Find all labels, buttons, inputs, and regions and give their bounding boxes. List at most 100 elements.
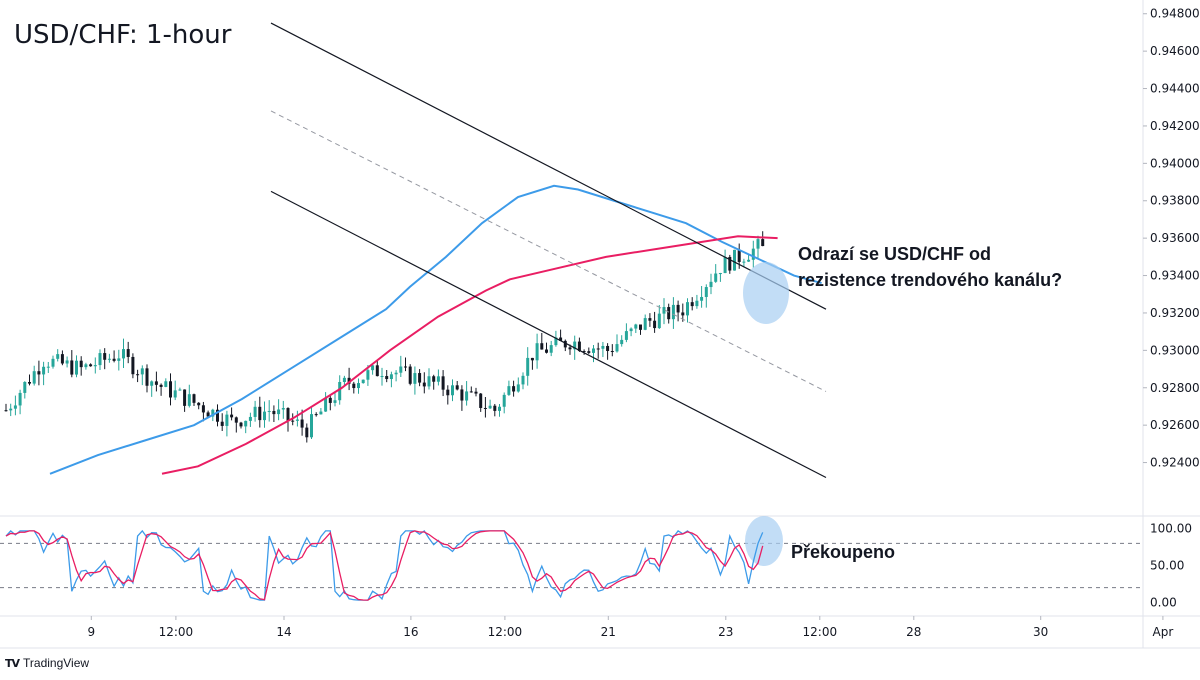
candle-body [657, 313, 661, 329]
candle-body [507, 386, 511, 395]
candle-body [413, 373, 417, 384]
candle-body [432, 376, 436, 382]
candle-body [714, 273, 718, 282]
candle-body [592, 348, 595, 353]
candle-body [676, 304, 680, 313]
candle-body [253, 406, 257, 417]
time-tick-label: 23 [718, 625, 733, 639]
candle-body [742, 261, 746, 263]
candle-body [563, 340, 567, 348]
channel-mid-line [270, 110, 827, 392]
candle-body [615, 344, 619, 352]
candle-body [639, 324, 642, 330]
candle-body [573, 341, 577, 350]
price-pane [4, 22, 827, 479]
candle-body [465, 391, 469, 401]
candle-body [28, 382, 31, 384]
candle-body [451, 385, 454, 396]
candle-body [230, 414, 234, 418]
candle-body [9, 408, 13, 411]
candle-body [18, 392, 22, 406]
candle-body [718, 273, 722, 275]
annotation-question-line2: rezistence trendového kanálu? [798, 270, 1062, 290]
candle-body [192, 394, 196, 403]
candle-body [521, 375, 525, 385]
oscillator-pane [0, 516, 1143, 601]
price-tick-label: 0.93000 [1150, 343, 1200, 357]
candle-body [460, 389, 464, 401]
candle-body [559, 337, 563, 341]
candle-body [446, 389, 450, 396]
candle-body [554, 337, 558, 346]
candle-body [23, 382, 27, 393]
time-tick-label: 9 [87, 625, 95, 639]
candle-body [333, 400, 337, 403]
overbought-highlight [745, 516, 783, 566]
candle-body [89, 364, 93, 367]
candle-body [441, 376, 445, 390]
time-tick-label: 12:00 [159, 625, 194, 639]
candle-body [159, 384, 163, 387]
stoch-d-line [5, 530, 764, 601]
candle-body [319, 411, 323, 415]
candle-body [206, 412, 210, 417]
price-tick-label: 0.93400 [1150, 269, 1200, 283]
candle-body [310, 414, 313, 438]
candle-body [154, 381, 158, 385]
candle-body [183, 389, 187, 406]
candle-body [756, 239, 760, 249]
candle-body [385, 376, 389, 380]
candle-body [32, 371, 36, 384]
candle-body [13, 405, 17, 409]
candle-body [422, 382, 426, 387]
annotation-overbought-label: Překoupeno [791, 542, 895, 562]
candle-body [60, 354, 64, 364]
candle-body [42, 366, 46, 375]
candle-body [211, 409, 215, 417]
candle-body [587, 351, 591, 353]
candle-body [498, 406, 501, 411]
candle-body [389, 374, 393, 380]
candle-body [122, 349, 125, 359]
candle-body [704, 287, 708, 297]
candle-body [751, 248, 755, 260]
candle-body [65, 360, 69, 364]
candle-body [239, 422, 243, 427]
time-axis: 9 12:00 14 16 12:00 21 23 12:00 28 30 Apr [87, 616, 1173, 639]
candle-body [686, 302, 689, 316]
candle-body [98, 353, 102, 366]
candle-body [747, 259, 751, 262]
candle-body [234, 417, 238, 423]
stoch-k-line [5, 529, 764, 601]
candle-body [700, 296, 704, 301]
candle-body [474, 391, 478, 394]
candle-body [690, 302, 694, 307]
candle-body [4, 410, 8, 412]
candle-body [51, 358, 55, 367]
candle-body [37, 371, 41, 375]
candle-body [305, 427, 309, 438]
candle-body [352, 383, 356, 389]
candle-body [291, 420, 295, 422]
candle-body [629, 328, 633, 332]
candle-body [606, 345, 610, 352]
candle-body [169, 381, 172, 398]
price-tick-label: 0.92400 [1150, 456, 1200, 470]
price-tick-label: 0.94000 [1150, 156, 1200, 170]
candle-body [399, 366, 403, 373]
candle-body [540, 343, 544, 350]
candle-body [145, 368, 149, 386]
price-tick-label: 0.93800 [1150, 194, 1200, 208]
tradingview-brand[interactable]: TV TradingView [5, 656, 89, 670]
oscillator-tick-label: 50.00 [1150, 559, 1184, 573]
candle-body [648, 318, 652, 321]
candle-body [526, 357, 530, 376]
price-tick-label: 0.92600 [1150, 418, 1200, 432]
price-tick-label: 0.94800 [1150, 7, 1200, 21]
candle-body [263, 411, 266, 421]
candle-body [258, 406, 262, 421]
candle-body [136, 374, 140, 376]
channel-upper-line [270, 22, 827, 310]
candle-body [549, 345, 553, 353]
